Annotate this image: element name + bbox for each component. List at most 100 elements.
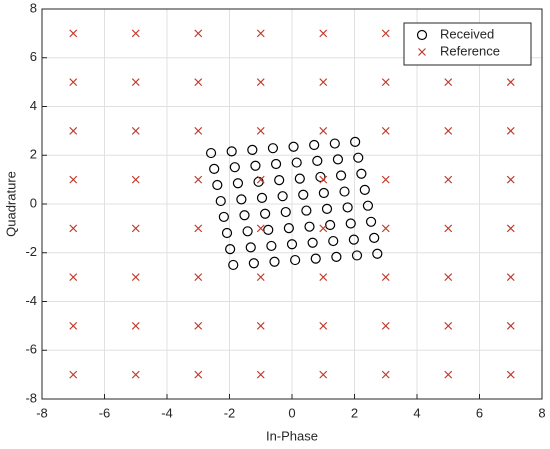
point xyxy=(69,126,78,135)
point xyxy=(194,370,203,379)
y-tick-label: -6 xyxy=(25,342,37,357)
point xyxy=(245,242,256,253)
point xyxy=(356,168,367,179)
point xyxy=(215,195,226,207)
point xyxy=(318,187,329,199)
point xyxy=(226,146,237,157)
point xyxy=(131,78,140,87)
point xyxy=(69,29,78,38)
x-tick-label: 4 xyxy=(413,405,420,420)
point xyxy=(381,370,390,379)
point xyxy=(131,273,140,282)
y-tick-label: 8 xyxy=(30,0,37,15)
x-tick-label: 8 xyxy=(538,405,545,420)
point xyxy=(298,189,309,200)
point xyxy=(131,370,140,379)
point xyxy=(381,29,390,38)
point xyxy=(260,208,271,219)
x-axis-label: In-Phase xyxy=(266,428,318,443)
point xyxy=(359,184,370,195)
point xyxy=(362,200,374,211)
y-tick-label: 0 xyxy=(30,195,37,210)
point xyxy=(506,273,515,282)
legend-label: Reference xyxy=(440,43,500,58)
point xyxy=(506,370,515,379)
point xyxy=(194,78,203,87)
point xyxy=(291,157,302,168)
point xyxy=(283,223,294,234)
x-tick-label: 2 xyxy=(351,405,358,420)
point xyxy=(277,191,288,202)
point xyxy=(381,78,390,87)
point xyxy=(288,141,299,152)
point xyxy=(444,126,453,135)
point xyxy=(348,234,359,245)
point xyxy=(274,175,285,186)
point xyxy=(301,205,312,216)
point xyxy=(319,321,328,330)
point xyxy=(69,370,78,379)
point xyxy=(325,219,336,231)
point xyxy=(248,258,259,269)
point xyxy=(256,175,265,184)
point xyxy=(381,321,390,330)
point xyxy=(294,173,305,184)
point xyxy=(506,321,515,330)
y-tick-label: 4 xyxy=(30,98,37,113)
point xyxy=(229,162,240,173)
y-tick-label: -2 xyxy=(25,244,37,259)
point xyxy=(256,126,265,135)
point xyxy=(131,175,140,184)
point xyxy=(69,175,78,184)
point xyxy=(131,321,140,330)
y-tick-label: -8 xyxy=(25,390,37,405)
point xyxy=(328,235,339,247)
point xyxy=(194,126,203,135)
point xyxy=(312,155,323,166)
point xyxy=(372,248,383,259)
x-tick-label: 6 xyxy=(476,405,483,420)
point xyxy=(225,243,236,255)
point xyxy=(444,273,453,282)
point xyxy=(290,254,301,266)
point xyxy=(205,147,217,159)
point xyxy=(365,216,377,227)
point xyxy=(256,273,265,282)
point xyxy=(228,259,239,271)
legend: Received Reference xyxy=(403,22,532,66)
point xyxy=(339,186,350,197)
point xyxy=(319,273,328,282)
point xyxy=(381,126,390,135)
y-axis-label: Quadrature xyxy=(3,171,18,237)
point xyxy=(319,78,328,87)
point xyxy=(69,273,78,282)
point xyxy=(232,178,244,189)
point xyxy=(69,224,78,233)
point xyxy=(69,321,78,330)
point xyxy=(319,126,328,135)
point xyxy=(304,221,315,232)
point xyxy=(381,175,390,184)
y-tick-label: -4 xyxy=(25,293,37,308)
point xyxy=(444,224,453,233)
point xyxy=(267,143,279,154)
x-tick-label: -2 xyxy=(224,405,236,420)
point xyxy=(256,224,265,233)
point xyxy=(256,29,265,38)
point xyxy=(351,250,363,261)
x-tick-label: -8 xyxy=(36,405,48,420)
point xyxy=(194,321,203,330)
point xyxy=(280,206,291,218)
point xyxy=(309,139,320,151)
point xyxy=(194,273,203,282)
point xyxy=(353,152,364,163)
point xyxy=(256,78,265,87)
point xyxy=(335,170,347,181)
point xyxy=(506,175,515,184)
point xyxy=(221,227,233,239)
legend-box xyxy=(403,22,532,66)
point xyxy=(444,175,453,184)
point xyxy=(239,210,250,221)
point xyxy=(315,171,326,183)
point xyxy=(256,321,265,330)
